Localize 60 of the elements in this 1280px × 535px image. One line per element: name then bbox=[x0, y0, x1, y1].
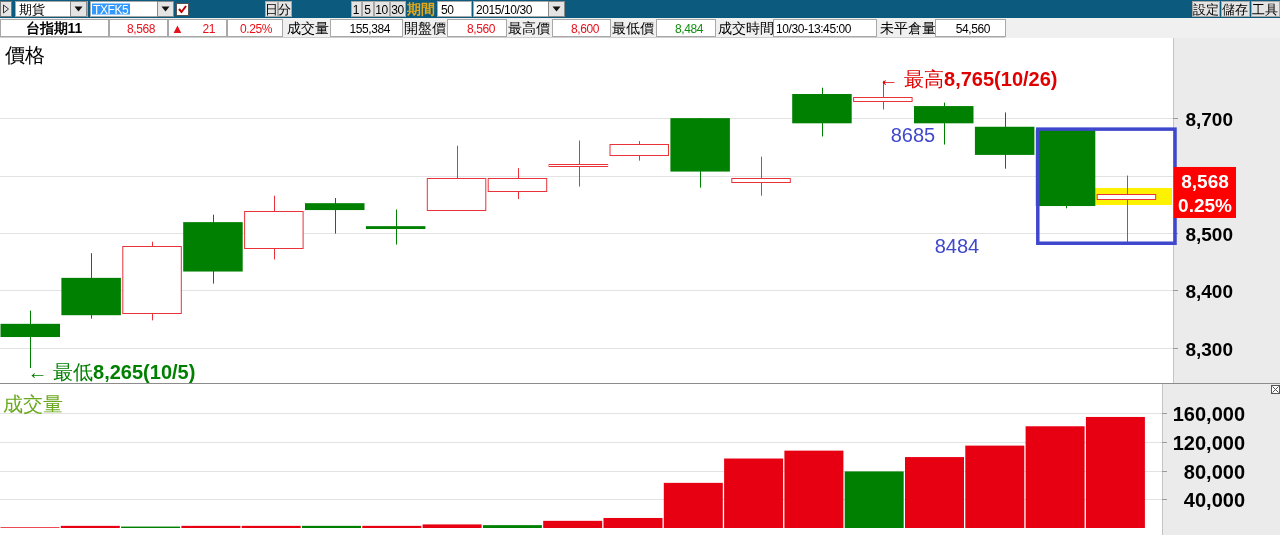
y-tick-label: 8,300 bbox=[1185, 338, 1233, 360]
bar bbox=[362, 525, 422, 528]
text: 2015/10/30 bbox=[476, 3, 533, 17]
text: 台指期11 bbox=[25, 20, 83, 36]
text: 8,600 bbox=[570, 22, 600, 36]
annotation: ← 最低8,265(10/5) bbox=[27, 361, 196, 384]
chart-title: 成交量 bbox=[3, 393, 63, 415]
text: 10 bbox=[375, 3, 389, 17]
text: 開盤價 bbox=[404, 20, 446, 36]
bar bbox=[422, 524, 482, 528]
text: 最低價 bbox=[612, 20, 654, 36]
text: 設定 bbox=[1192, 2, 1219, 17]
text: 8,568 bbox=[1181, 170, 1229, 192]
text: 期貨 bbox=[19, 2, 45, 17]
text: ▲ bbox=[171, 21, 184, 36]
text: 工具 bbox=[1252, 2, 1278, 17]
candlestick bbox=[731, 156, 791, 197]
y-tick-label: 80,000 bbox=[1183, 460, 1245, 483]
annotation: 8685 bbox=[890, 123, 936, 146]
text: 50 bbox=[441, 3, 455, 17]
text: 最高價 bbox=[508, 20, 550, 36]
text: TXFK5 bbox=[93, 3, 130, 17]
y-tick-label: 8,700 bbox=[1185, 108, 1233, 130]
y-tick-label: 8,400 bbox=[1185, 280, 1233, 302]
text: 30 bbox=[391, 3, 405, 17]
candlestick bbox=[365, 208, 426, 246]
text: 155,384 bbox=[349, 22, 391, 36]
candlestick bbox=[1096, 175, 1157, 243]
chart-title: 價格 bbox=[5, 44, 45, 66]
annotation: ← 最高8,765(10/26) bbox=[878, 67, 1058, 90]
text: 5 bbox=[364, 3, 372, 17]
bar bbox=[302, 525, 361, 528]
text: 日 bbox=[264, 2, 278, 17]
text: 54,560 bbox=[955, 22, 991, 36]
candlestick bbox=[305, 197, 365, 235]
candlestick bbox=[548, 140, 609, 188]
text: 期間 bbox=[406, 1, 435, 17]
text: 成交量 bbox=[287, 20, 329, 36]
text: 8,484 bbox=[674, 22, 704, 36]
annotation: 8484 bbox=[934, 235, 980, 258]
text: 成交時間 bbox=[718, 20, 774, 36]
y-tick-label: 40,000 bbox=[1183, 488, 1245, 511]
y-tick-label: 8,500 bbox=[1185, 223, 1233, 245]
y-tick-label: 120,000 bbox=[1172, 431, 1245, 454]
text: 分 bbox=[278, 2, 291, 17]
bar bbox=[482, 525, 542, 528]
text: 0.25% bbox=[1178, 194, 1233, 216]
bar bbox=[181, 525, 241, 528]
y-tick-label: 160,000 bbox=[1172, 402, 1245, 425]
text: 1 bbox=[352, 3, 360, 17]
text: 0.25% bbox=[239, 22, 273, 36]
text: 儲存 bbox=[1222, 2, 1248, 17]
bar bbox=[844, 471, 904, 528]
bar bbox=[543, 520, 603, 528]
text: 10/30-13:45:00 bbox=[776, 22, 852, 36]
text: 21 bbox=[202, 22, 216, 36]
text: 8,568 bbox=[126, 22, 156, 36]
bar bbox=[241, 525, 301, 528]
text: 8,560 bbox=[466, 22, 496, 36]
text: 未平倉量 bbox=[880, 20, 936, 36]
